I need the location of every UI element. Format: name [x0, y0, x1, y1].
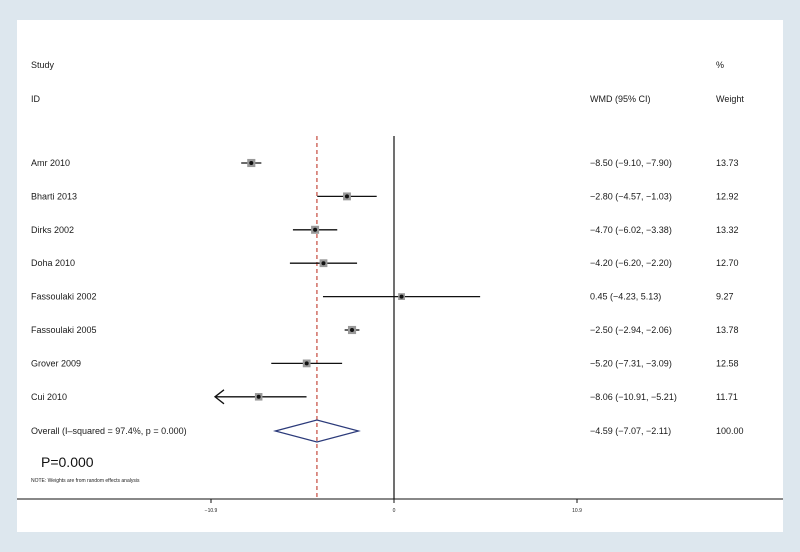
study-point-estimate [350, 328, 355, 332]
study-label: Amr 2010 [31, 158, 70, 168]
overall-label: Overall (I–squared = 97.4%, p = 0.000) [31, 426, 187, 436]
study-label: Dirks 2002 [31, 225, 74, 235]
header-id: ID [31, 94, 41, 104]
study-ci-text: 0.45 (−4.23, 5.13) [590, 292, 661, 302]
header-weight: Weight [716, 94, 744, 104]
study-ci-arrow [213, 389, 225, 405]
study-point-estimate [399, 294, 404, 299]
study-label: Fassoulaki 2002 [31, 292, 97, 302]
x-tick-label: 0 [393, 508, 396, 514]
header-effect: WMD (95% CI) [590, 94, 651, 104]
study-label: Doha 2010 [31, 258, 75, 268]
overall-diamond [272, 419, 361, 443]
study-label: Fassoulaki 2005 [31, 325, 97, 335]
study-weight: 13.32 [716, 225, 739, 235]
chart-panel: Study ID WMD (95% CI) % Weight P=0.000 N… [17, 20, 783, 532]
study-weight: 9.27 [716, 292, 734, 302]
study-point-estimate [321, 261, 326, 266]
footnote: NOTE: Weights are from random effects an… [31, 478, 140, 484]
study-weight: 12.58 [716, 358, 739, 368]
header-study: Study [31, 60, 55, 70]
study-point-estimate [304, 361, 309, 366]
forest-plot: Study ID WMD (95% CI) % Weight P=0.000 N… [17, 60, 783, 514]
overall-weight: 100.00 [716, 426, 744, 436]
study-weight: 11.71 [716, 392, 738, 402]
study-weight: 13.78 [716, 325, 739, 335]
study-ci-text: −2.50 (−2.94, −2.06) [590, 325, 672, 335]
study-point-estimate [249, 161, 254, 165]
study-ci-text: −8.06 (−10.91, −5.21) [590, 392, 677, 402]
study-label: Bharti 2013 [31, 191, 77, 201]
study-ci-text: −4.20 (−6.20, −2.20) [590, 258, 672, 268]
p-value-label: P=0.000 [41, 454, 94, 470]
study-weight: 12.70 [716, 258, 739, 268]
study-label: Cui 2010 [31, 392, 67, 402]
study-ci-text: −2.80 (−4.57, −1.03) [590, 191, 672, 201]
study-point-estimate [313, 227, 318, 232]
x-tick-label: 10.9 [572, 508, 582, 514]
study-point-estimate [256, 394, 261, 399]
study-weight: 12.92 [716, 191, 739, 201]
x-tick-label: −10.9 [205, 508, 218, 514]
study-ci-text: −8.50 (−9.10, −7.90) [590, 158, 672, 168]
study-weight: 13.73 [716, 158, 739, 168]
study-point-estimate [344, 194, 349, 199]
overall-ci-text: −4.59 (−7.07, −2.11) [590, 426, 671, 436]
study-label: Grover 2009 [31, 358, 81, 368]
header-percent: % [716, 60, 724, 70]
study-ci-text: −4.70 (−6.02, −3.38) [590, 225, 672, 235]
study-ci-text: −5.20 (−7.31, −3.09) [590, 358, 672, 368]
